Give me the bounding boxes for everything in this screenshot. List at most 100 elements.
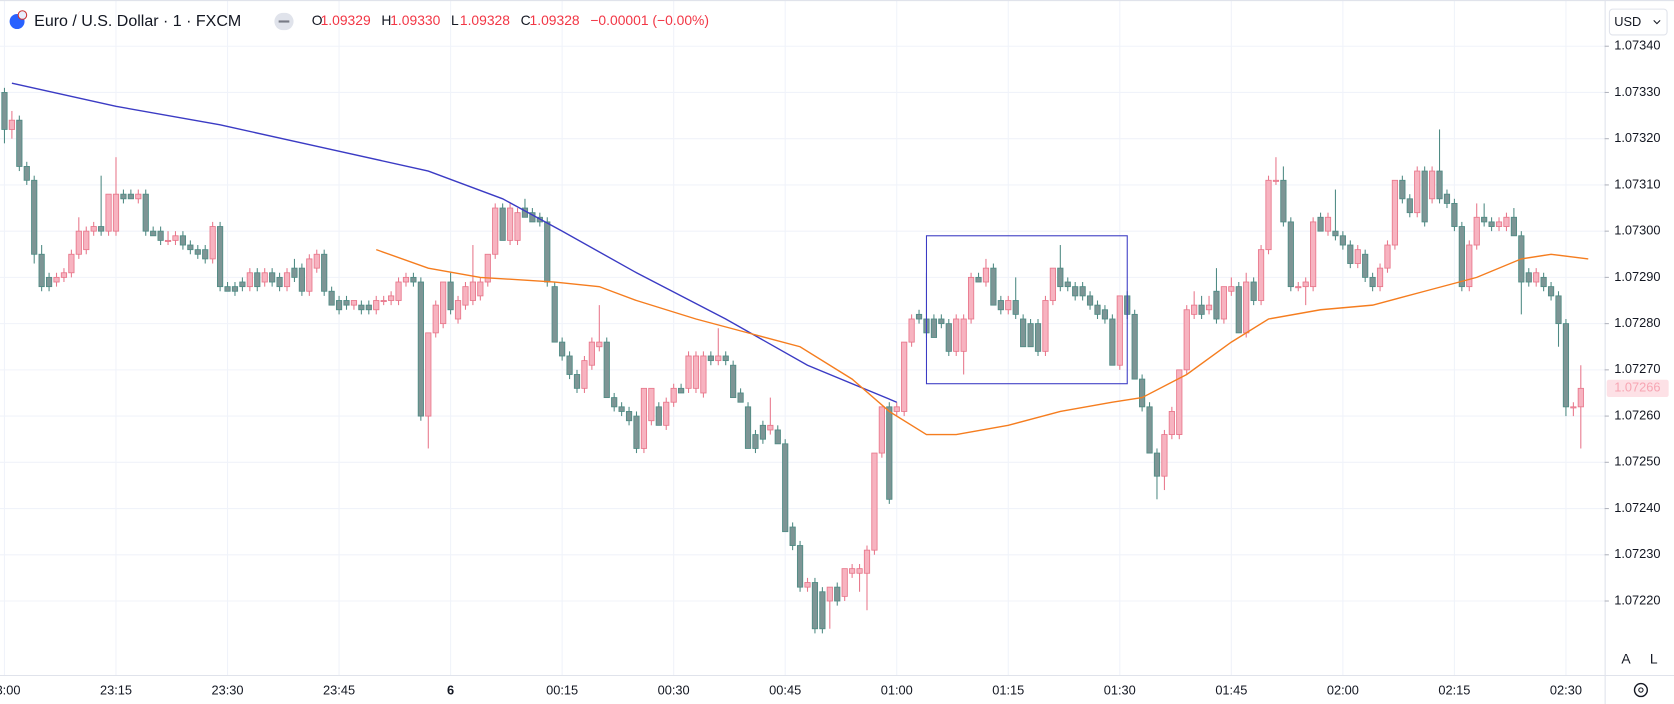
candle-body [1369, 276, 1376, 288]
candle-body [209, 226, 216, 260]
candle-body [997, 300, 1004, 311]
scale-buttons: A L [1621, 651, 1658, 667]
x-tick-label: 23:30 [212, 682, 244, 697]
candle-body [454, 300, 462, 320]
currency-label: USD [1614, 14, 1641, 29]
candle-body [1220, 286, 1227, 320]
ohlc-key: L [451, 12, 459, 28]
candle-body [1362, 253, 1369, 278]
x-tick-label: 00:30 [658, 682, 690, 697]
candle-body [1533, 272, 1540, 283]
candle-body [1042, 300, 1049, 352]
candle-body [1310, 221, 1317, 288]
candle-body [573, 374, 581, 389]
candle-body [975, 276, 982, 283]
ohlc-value: 1.09330 [390, 12, 440, 28]
candle-body [1109, 318, 1116, 366]
x-tick-label: 02:15 [1438, 682, 1470, 697]
candle-body [1139, 378, 1146, 408]
candle-body [380, 300, 387, 303]
currency-button[interactable]: USD [1608, 8, 1668, 36]
candle-body [1094, 304, 1101, 315]
candle-body [663, 401, 670, 426]
candle-body [1391, 179, 1399, 246]
candle-body [752, 434, 759, 449]
candle-body [640, 387, 648, 449]
candle-body [982, 267, 990, 283]
auto-scale-button[interactable]: A [1621, 651, 1631, 667]
candle-body [194, 249, 201, 255]
candle-body [1, 92, 8, 130]
candle-body [1116, 295, 1123, 366]
ohlc-key: O [312, 12, 323, 28]
ohlc-value: 1.09328 [460, 12, 510, 28]
ohlc-value: 1.09329 [321, 12, 371, 28]
candle-body [759, 424, 766, 440]
candle-body [767, 424, 774, 431]
candle-body [544, 221, 551, 283]
candle-body [1429, 170, 1436, 200]
candle-body [1525, 272, 1532, 283]
candle-body [1421, 170, 1428, 223]
y-tick-label: 1.07220 [1614, 592, 1660, 607]
dropdown-arrow [1653, 20, 1661, 25]
x-tick-label: 02:00 [1327, 682, 1359, 697]
candle-body [291, 267, 298, 278]
candle-body [45, 276, 53, 288]
candle-body [31, 179, 38, 255]
candle-body [120, 193, 127, 200]
candle-body [1488, 221, 1495, 227]
candle-body [254, 272, 261, 288]
candle-body [8, 119, 15, 130]
last-price-label: 1.07266 [1614, 380, 1660, 395]
candle-body [588, 341, 595, 366]
candle-body [559, 341, 566, 357]
candle-body [75, 230, 82, 255]
candle-body [1235, 286, 1242, 334]
candle-body [1317, 216, 1324, 232]
candle-body [945, 323, 952, 352]
candle-body [611, 397, 618, 408]
candle-body [1570, 406, 1577, 409]
settings-button[interactable] [1633, 682, 1649, 698]
x-tick-label: 02:30 [1550, 682, 1582, 697]
candle-body [98, 226, 105, 232]
candle-body [1213, 290, 1220, 320]
grid [0, 0, 1605, 675]
candle-body [105, 193, 112, 232]
y-tick-label: 1.07290 [1614, 269, 1660, 284]
candle-body [150, 230, 157, 237]
x-tick-label: 23:15 [100, 682, 132, 697]
candle-body [1354, 249, 1361, 264]
candle-body [172, 235, 179, 241]
candle-body [276, 276, 283, 288]
x-tick-label: 01:45 [1215, 682, 1247, 697]
candle-body [603, 341, 610, 399]
candle-body [469, 281, 477, 301]
candle-body [670, 387, 677, 403]
candle-body [492, 207, 499, 255]
candle-body [1280, 179, 1287, 223]
candle-body [1473, 216, 1480, 246]
candle-body [1265, 179, 1272, 251]
candle-body [1228, 286, 1235, 292]
candle-body [388, 295, 395, 301]
y-tick-label: 1.07270 [1614, 361, 1660, 376]
candle-body [967, 276, 975, 320]
candle-body [826, 586, 833, 602]
candle-body [53, 276, 60, 283]
log-scale-button[interactable]: L [1650, 651, 1658, 667]
candle-body [1012, 300, 1019, 315]
candle-body [462, 286, 469, 306]
candle-body [1443, 193, 1451, 204]
candle-body [1339, 235, 1346, 246]
y-tick-label: 1.07240 [1614, 500, 1660, 515]
candle-body [1399, 179, 1406, 200]
candle-body [246, 272, 253, 288]
candle-body [1562, 323, 1570, 408]
candle-body [1198, 304, 1205, 315]
candle-body [358, 304, 365, 311]
y-tick-label: 1.07250 [1614, 454, 1660, 469]
candle-body [1057, 267, 1064, 288]
